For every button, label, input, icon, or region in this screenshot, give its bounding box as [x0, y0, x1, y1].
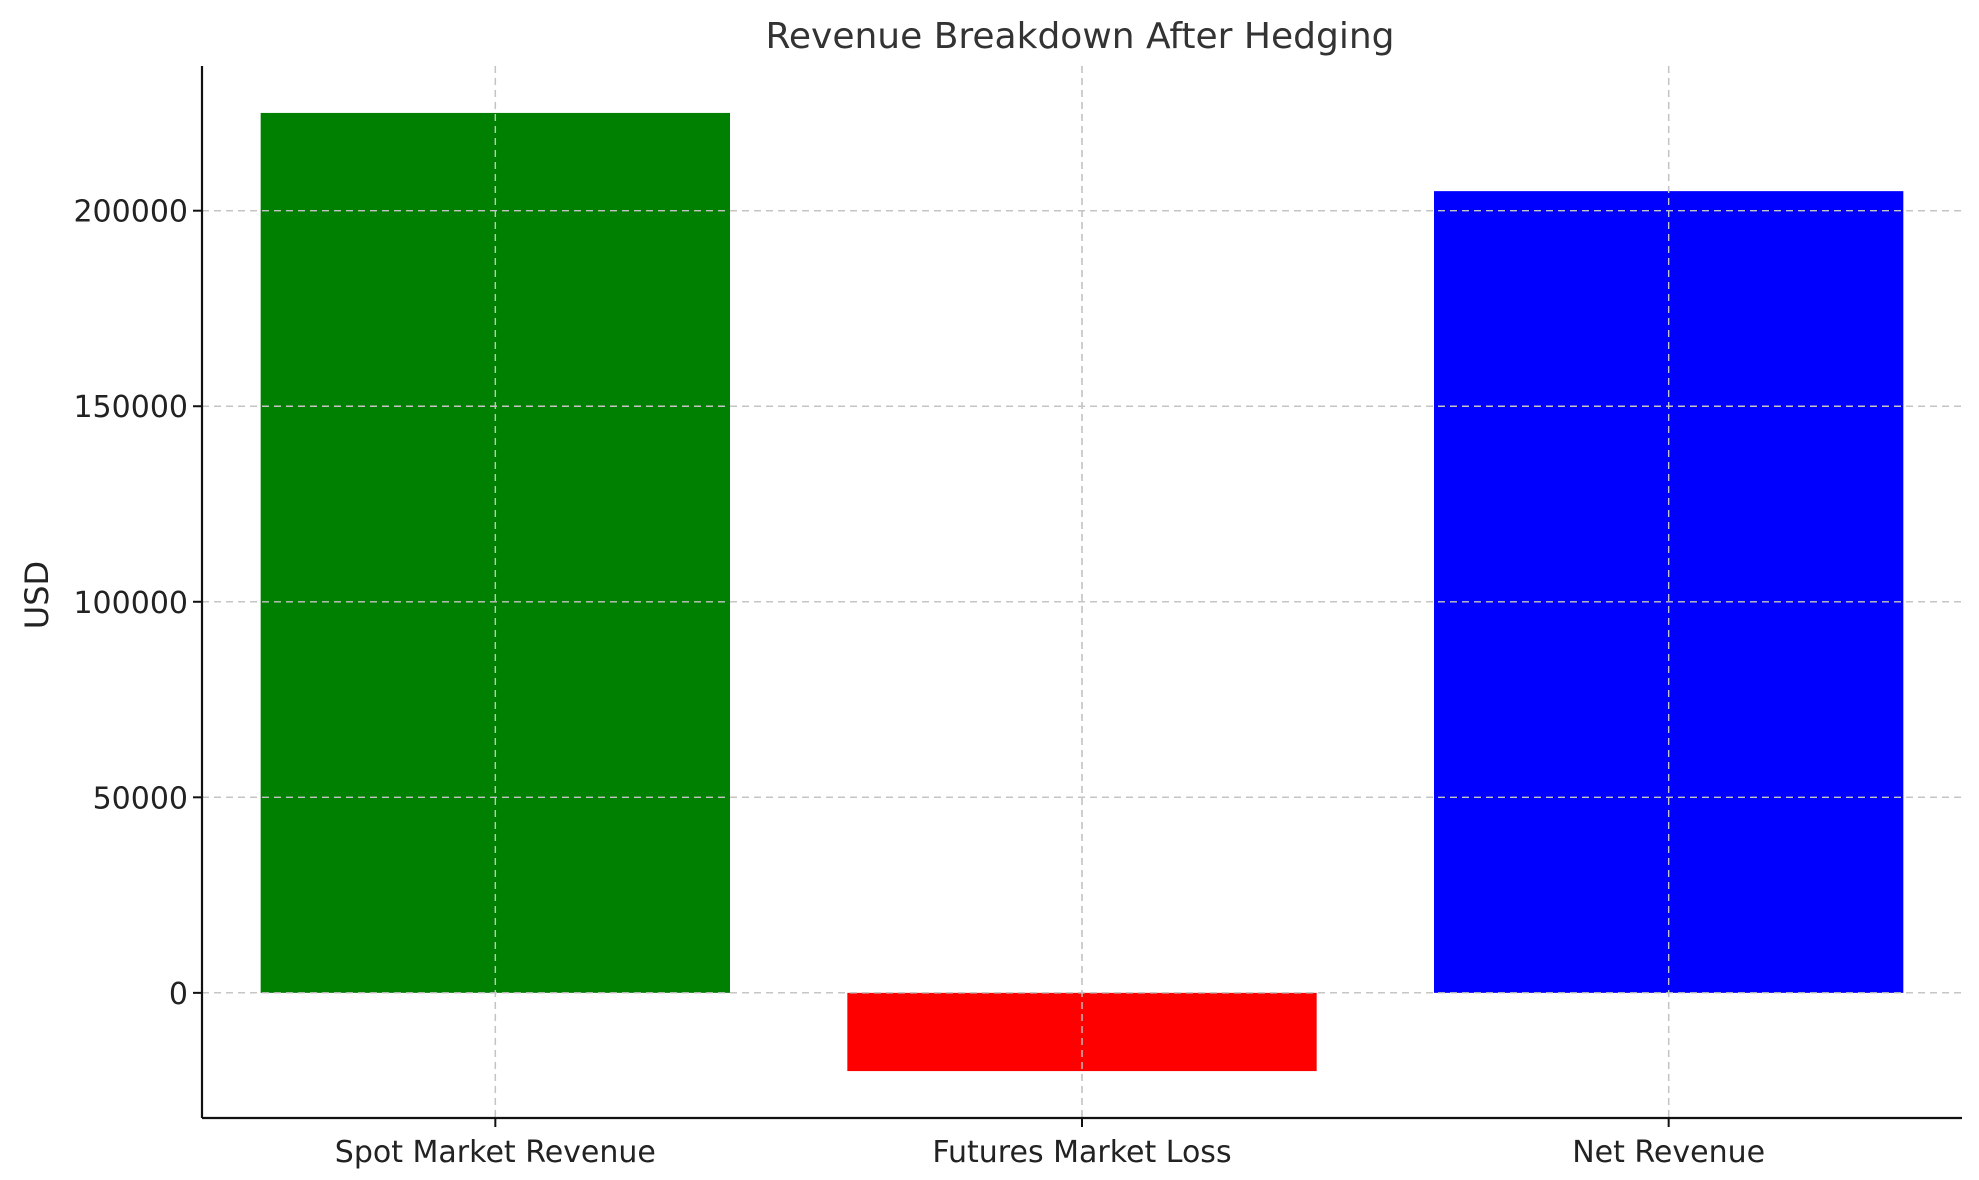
- y-axis-label: USD: [18, 561, 56, 629]
- x-tick-label: Futures Market Loss: [932, 1135, 1231, 1170]
- y-tick-label: 50000: [93, 781, 188, 816]
- bars-layer: [202, 66, 1962, 1118]
- y-tick-label: 150000: [73, 390, 188, 425]
- y-tick-label: 0: [169, 977, 188, 1012]
- chart-title: Revenue Breakdown After Hedging: [765, 16, 1394, 57]
- x-tick-label: Net Revenue: [1572, 1135, 1765, 1170]
- ticks-layer: 0 50000 100000 150000 200000 Spot Market Reve…: [73, 195, 1765, 1170]
- y-tick-label: 200000: [73, 195, 188, 230]
- y-tick-label: 100000: [73, 586, 188, 621]
- x-tick-label: Spot Market Revenue: [335, 1135, 656, 1170]
